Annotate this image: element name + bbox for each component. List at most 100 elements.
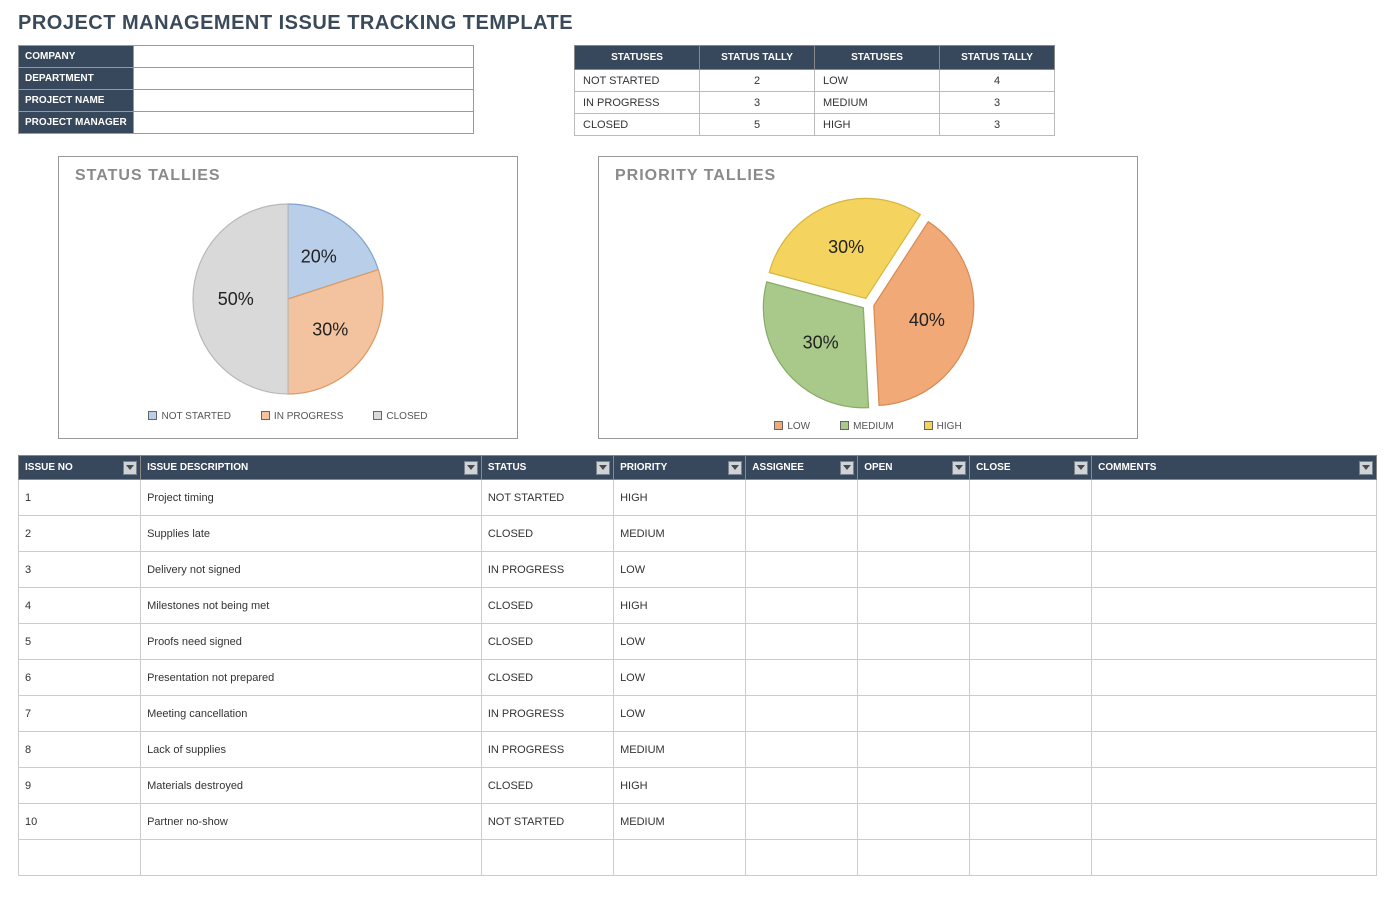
filter-dropdown-icon[interactable] bbox=[464, 461, 478, 475]
issues-cell[interactable]: Supplies late bbox=[141, 516, 482, 552]
issues-cell[interactable]: IN PROGRESS bbox=[481, 732, 613, 768]
issues-cell[interactable]: Delivery not signed bbox=[141, 552, 482, 588]
issues-column-header[interactable]: OPEN bbox=[858, 456, 970, 480]
issues-cell[interactable]: 2 bbox=[19, 516, 141, 552]
issues-cell[interactable] bbox=[19, 840, 141, 876]
issues-cell[interactable] bbox=[481, 840, 613, 876]
issues-cell[interactable] bbox=[858, 480, 970, 516]
issues-column-header[interactable]: STATUS bbox=[481, 456, 613, 480]
filter-dropdown-icon[interactable] bbox=[123, 461, 137, 475]
issues-cell[interactable]: HIGH bbox=[614, 588, 746, 624]
issues-cell[interactable] bbox=[970, 660, 1092, 696]
issues-cell[interactable] bbox=[746, 480, 858, 516]
issues-cell[interactable] bbox=[1092, 552, 1377, 588]
issues-cell[interactable] bbox=[858, 552, 970, 588]
issues-cell[interactable]: Milestones not being met bbox=[141, 588, 482, 624]
issues-cell[interactable] bbox=[858, 840, 970, 876]
issues-column-header[interactable]: CLOSE bbox=[970, 456, 1092, 480]
info-value[interactable] bbox=[134, 90, 474, 112]
issues-cell[interactable] bbox=[1092, 768, 1377, 804]
filter-dropdown-icon[interactable] bbox=[1359, 461, 1373, 475]
issues-cell[interactable] bbox=[970, 732, 1092, 768]
issues-cell[interactable] bbox=[970, 768, 1092, 804]
issues-cell[interactable]: CLOSED bbox=[481, 768, 613, 804]
issues-cell[interactable]: Materials destroyed bbox=[141, 768, 482, 804]
issues-cell[interactable]: 6 bbox=[19, 660, 141, 696]
issues-cell[interactable] bbox=[1092, 840, 1377, 876]
issues-cell[interactable]: Presentation not prepared bbox=[141, 660, 482, 696]
issues-cell[interactable]: LOW bbox=[614, 660, 746, 696]
issues-cell[interactable] bbox=[858, 516, 970, 552]
issues-cell[interactable] bbox=[970, 804, 1092, 840]
issues-cell[interactable] bbox=[858, 804, 970, 840]
issues-cell[interactable] bbox=[970, 516, 1092, 552]
issues-cell[interactable]: IN PROGRESS bbox=[481, 696, 613, 732]
issues-cell[interactable]: 7 bbox=[19, 696, 141, 732]
issues-column-header[interactable]: ISSUE NO bbox=[19, 456, 141, 480]
issues-cell[interactable] bbox=[858, 768, 970, 804]
issues-cell[interactable]: 3 bbox=[19, 552, 141, 588]
issues-cell[interactable] bbox=[858, 696, 970, 732]
issues-cell[interactable] bbox=[1092, 696, 1377, 732]
issues-cell[interactable] bbox=[746, 768, 858, 804]
issues-cell[interactable]: 8 bbox=[19, 732, 141, 768]
issues-cell[interactable]: Lack of supplies bbox=[141, 732, 482, 768]
issues-cell[interactable] bbox=[970, 840, 1092, 876]
issues-cell[interactable]: Partner no-show bbox=[141, 804, 482, 840]
filter-dropdown-icon[interactable] bbox=[840, 461, 854, 475]
issues-column-header[interactable]: ISSUE DESCRIPTION bbox=[141, 456, 482, 480]
issues-cell[interactable] bbox=[141, 840, 482, 876]
filter-dropdown-icon[interactable] bbox=[952, 461, 966, 475]
issues-cell[interactable]: LOW bbox=[614, 552, 746, 588]
filter-dropdown-icon[interactable] bbox=[1074, 461, 1088, 475]
issues-cell[interactable] bbox=[970, 696, 1092, 732]
info-value[interactable] bbox=[134, 112, 474, 134]
issues-cell[interactable] bbox=[970, 552, 1092, 588]
issues-cell[interactable]: 5 bbox=[19, 624, 141, 660]
issues-cell[interactable] bbox=[746, 840, 858, 876]
info-value[interactable] bbox=[134, 46, 474, 68]
filter-dropdown-icon[interactable] bbox=[596, 461, 610, 475]
issues-cell[interactable]: MEDIUM bbox=[614, 516, 746, 552]
issues-column-header[interactable]: PRIORITY bbox=[614, 456, 746, 480]
issues-cell[interactable] bbox=[1092, 480, 1377, 516]
issues-cell[interactable] bbox=[1092, 732, 1377, 768]
issues-cell[interactable] bbox=[746, 696, 858, 732]
info-value[interactable] bbox=[134, 68, 474, 90]
issues-cell[interactable] bbox=[858, 660, 970, 696]
issues-cell[interactable]: 9 bbox=[19, 768, 141, 804]
issues-cell[interactable] bbox=[858, 588, 970, 624]
issues-cell[interactable]: MEDIUM bbox=[614, 804, 746, 840]
issues-cell[interactable]: NOT STARTED bbox=[481, 480, 613, 516]
issues-cell[interactable] bbox=[746, 804, 858, 840]
issues-cell[interactable] bbox=[970, 588, 1092, 624]
filter-dropdown-icon[interactable] bbox=[728, 461, 742, 475]
issues-cell[interactable]: HIGH bbox=[614, 768, 746, 804]
issues-cell[interactable] bbox=[746, 588, 858, 624]
issues-cell[interactable] bbox=[970, 480, 1092, 516]
issues-cell[interactable] bbox=[1092, 804, 1377, 840]
issues-cell[interactable] bbox=[858, 732, 970, 768]
issues-cell[interactable] bbox=[1092, 588, 1377, 624]
issues-cell[interactable] bbox=[746, 660, 858, 696]
issues-cell[interactable]: MEDIUM bbox=[614, 732, 746, 768]
issues-cell[interactable]: 4 bbox=[19, 588, 141, 624]
issues-cell[interactable]: HIGH bbox=[614, 480, 746, 516]
issues-column-header[interactable]: COMMENTS bbox=[1092, 456, 1377, 480]
issues-column-header[interactable]: ASSIGNEE bbox=[746, 456, 858, 480]
issues-cell[interactable]: LOW bbox=[614, 624, 746, 660]
issues-cell[interactable]: IN PROGRESS bbox=[481, 552, 613, 588]
issues-cell[interactable] bbox=[1092, 624, 1377, 660]
issues-cell[interactable]: Proofs need signed bbox=[141, 624, 482, 660]
issues-cell[interactable] bbox=[746, 732, 858, 768]
issues-cell[interactable]: CLOSED bbox=[481, 588, 613, 624]
issues-cell[interactable]: 10 bbox=[19, 804, 141, 840]
issues-cell[interactable]: LOW bbox=[614, 696, 746, 732]
issues-cell[interactable]: CLOSED bbox=[481, 624, 613, 660]
issues-cell[interactable] bbox=[614, 840, 746, 876]
issues-cell[interactable] bbox=[746, 552, 858, 588]
issues-cell[interactable] bbox=[970, 624, 1092, 660]
issues-cell[interactable]: NOT STARTED bbox=[481, 804, 613, 840]
issues-cell[interactable]: CLOSED bbox=[481, 516, 613, 552]
issues-cell[interactable]: 1 bbox=[19, 480, 141, 516]
